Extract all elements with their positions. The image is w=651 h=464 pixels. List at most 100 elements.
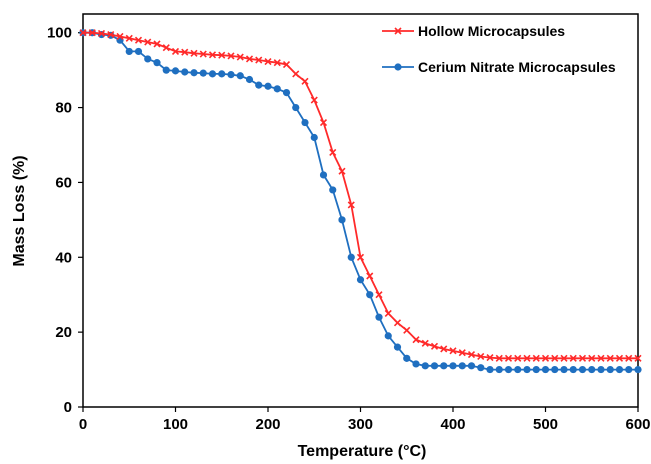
data-point <box>347 253 355 261</box>
series-hollow <box>79 29 642 362</box>
x-tick-label: 400 <box>440 416 465 433</box>
x-tick-label: 100 <box>163 416 188 433</box>
legend-marker <box>394 63 402 71</box>
data-point <box>218 70 226 78</box>
data-point <box>588 354 596 362</box>
data-point <box>366 291 374 299</box>
data-point <box>329 186 337 194</box>
data-point <box>366 272 374 280</box>
data-point <box>347 201 355 209</box>
data-point <box>541 354 550 362</box>
data-point <box>107 31 115 39</box>
data-point <box>125 47 133 56</box>
data-point <box>88 29 96 37</box>
y-tick-label: 60 <box>55 174 72 191</box>
data-point <box>134 47 143 56</box>
legend-entry: Hollow Microcapsules <box>382 23 565 39</box>
data-point <box>597 354 605 362</box>
data-point <box>338 167 346 175</box>
data-point <box>403 354 411 362</box>
data-point <box>218 51 226 59</box>
data-point <box>486 354 494 362</box>
data-point <box>486 365 494 374</box>
data-point <box>634 365 642 374</box>
data-point <box>523 365 531 374</box>
data-point <box>227 52 235 60</box>
data-point <box>532 354 540 362</box>
data-point <box>430 362 439 370</box>
data-point <box>495 365 503 374</box>
data-point <box>273 85 281 93</box>
data-point <box>560 365 568 374</box>
x-tick-label: 200 <box>255 416 280 433</box>
data-point <box>532 365 540 374</box>
data-point <box>310 96 318 104</box>
data-point <box>495 354 503 362</box>
data-point <box>523 354 531 362</box>
data-point <box>162 44 170 52</box>
x-tick-label: 500 <box>533 416 558 433</box>
data-point <box>144 55 152 63</box>
data-point <box>301 118 309 127</box>
series-line <box>83 31 638 371</box>
y-tick-label: 0 <box>64 399 72 416</box>
data-point <box>153 40 161 48</box>
data-point <box>440 362 448 370</box>
data-point <box>171 67 180 75</box>
data-point <box>551 365 559 374</box>
data-point <box>199 50 207 58</box>
data-point <box>606 365 614 374</box>
data-point <box>329 148 337 157</box>
data-point <box>162 66 170 74</box>
data-point <box>292 103 300 112</box>
data-point <box>504 365 513 374</box>
data-point <box>190 49 198 57</box>
data-point <box>634 354 642 362</box>
data-point <box>504 354 513 362</box>
data-point <box>310 133 318 142</box>
data-point <box>477 364 485 372</box>
x-tick-label: 0 <box>79 416 87 433</box>
legend-label: Hollow Microcapsules <box>418 23 565 39</box>
data-point <box>578 354 587 362</box>
data-point <box>384 309 392 317</box>
data-point <box>282 89 291 97</box>
data-point <box>606 354 614 362</box>
data-point <box>153 59 161 67</box>
data-point <box>199 69 207 77</box>
data-point <box>273 59 281 67</box>
data-point <box>181 48 189 56</box>
y-tick-label: 40 <box>55 249 72 266</box>
data-point <box>236 72 244 80</box>
data-point <box>467 351 476 359</box>
data-point <box>615 365 624 374</box>
data-point <box>421 362 429 370</box>
data-point <box>292 70 300 78</box>
data-point <box>375 313 383 321</box>
data-point <box>208 70 217 78</box>
data-point <box>255 81 263 89</box>
series-layer <box>79 29 642 374</box>
data-point <box>625 365 633 374</box>
data-point <box>264 57 272 66</box>
data-point <box>569 354 577 362</box>
data-point <box>597 365 605 374</box>
data-point <box>245 55 254 63</box>
legend-label: Cerium Nitrate Microcapsules <box>418 59 616 75</box>
data-point <box>208 51 217 59</box>
y-tick-label: 80 <box>55 100 72 117</box>
data-point <box>144 38 152 46</box>
data-point <box>541 365 550 374</box>
x-tick-label: 600 <box>625 416 650 433</box>
data-point <box>467 362 476 370</box>
data-point <box>449 347 457 355</box>
y-tick-label: 20 <box>55 324 72 341</box>
data-point <box>319 118 328 127</box>
data-point <box>412 336 420 344</box>
data-point <box>356 253 365 261</box>
data-point <box>421 339 429 347</box>
data-point <box>116 32 124 41</box>
data-point <box>264 82 272 90</box>
data-point <box>458 362 466 370</box>
